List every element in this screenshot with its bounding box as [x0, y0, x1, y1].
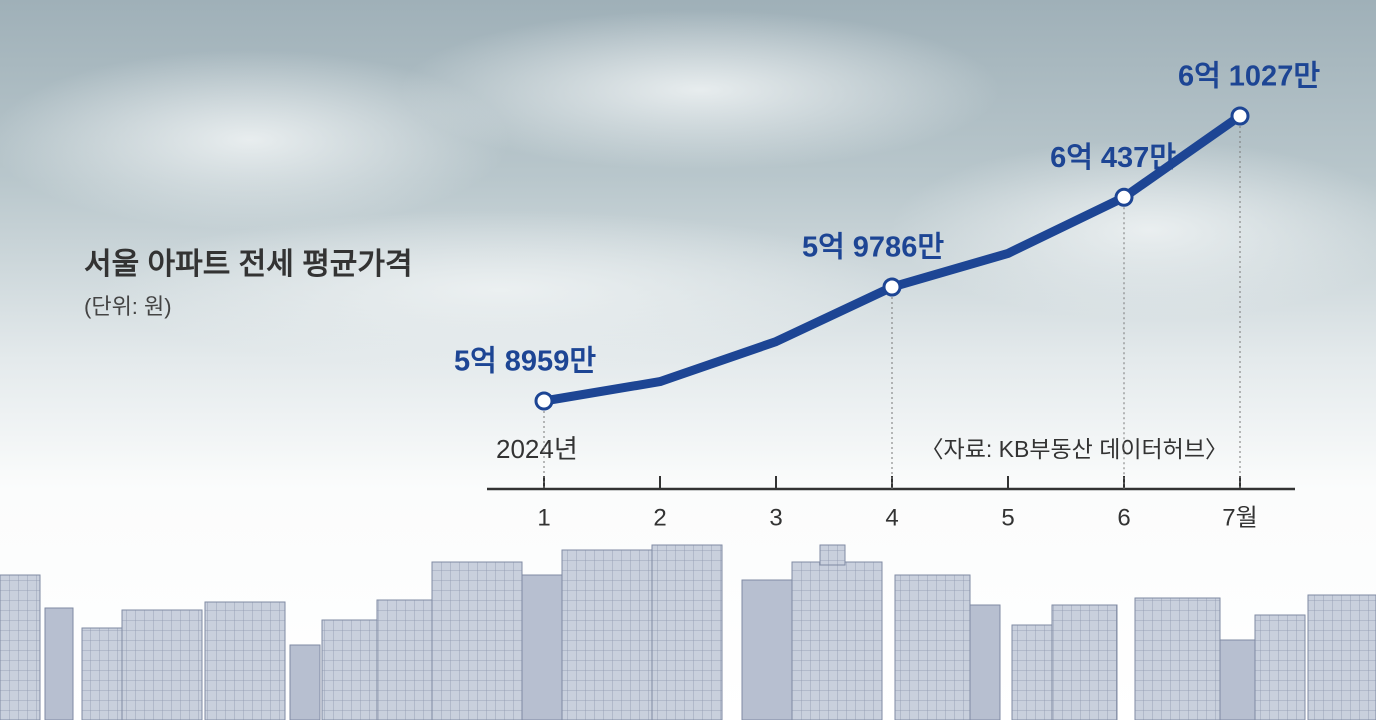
x-tick-label: 2 — [653, 504, 666, 531]
value-label: 6억 437만 — [1050, 141, 1176, 174]
x-tick-label: 5 — [1001, 504, 1014, 531]
city-skyline — [0, 544, 1376, 720]
source-note: 〈자료: KB부동산 데이터허브〉 — [921, 436, 1228, 462]
data-point — [1114, 187, 1134, 207]
value-label: 5억 9786만 — [802, 231, 944, 264]
value-label: 5억 8959만 — [454, 345, 596, 378]
x-tick-label: 6 — [1117, 504, 1130, 531]
data-point — [534, 391, 554, 411]
x-tick-label: 4 — [885, 504, 898, 531]
chart-title: 서울 아파트 전세 평균가격 — [84, 248, 413, 281]
chart-subtitle: (단위: 원) — [84, 294, 172, 319]
x-tick-label: 7월 — [1222, 504, 1257, 531]
x-tick-label: 3 — [769, 504, 782, 531]
x-tick-label: 1 — [537, 504, 550, 531]
data-point — [882, 277, 902, 297]
data-point — [1230, 106, 1250, 126]
year-label: 2024년 — [496, 434, 578, 464]
value-label: 6억 1027만 — [1178, 60, 1320, 93]
